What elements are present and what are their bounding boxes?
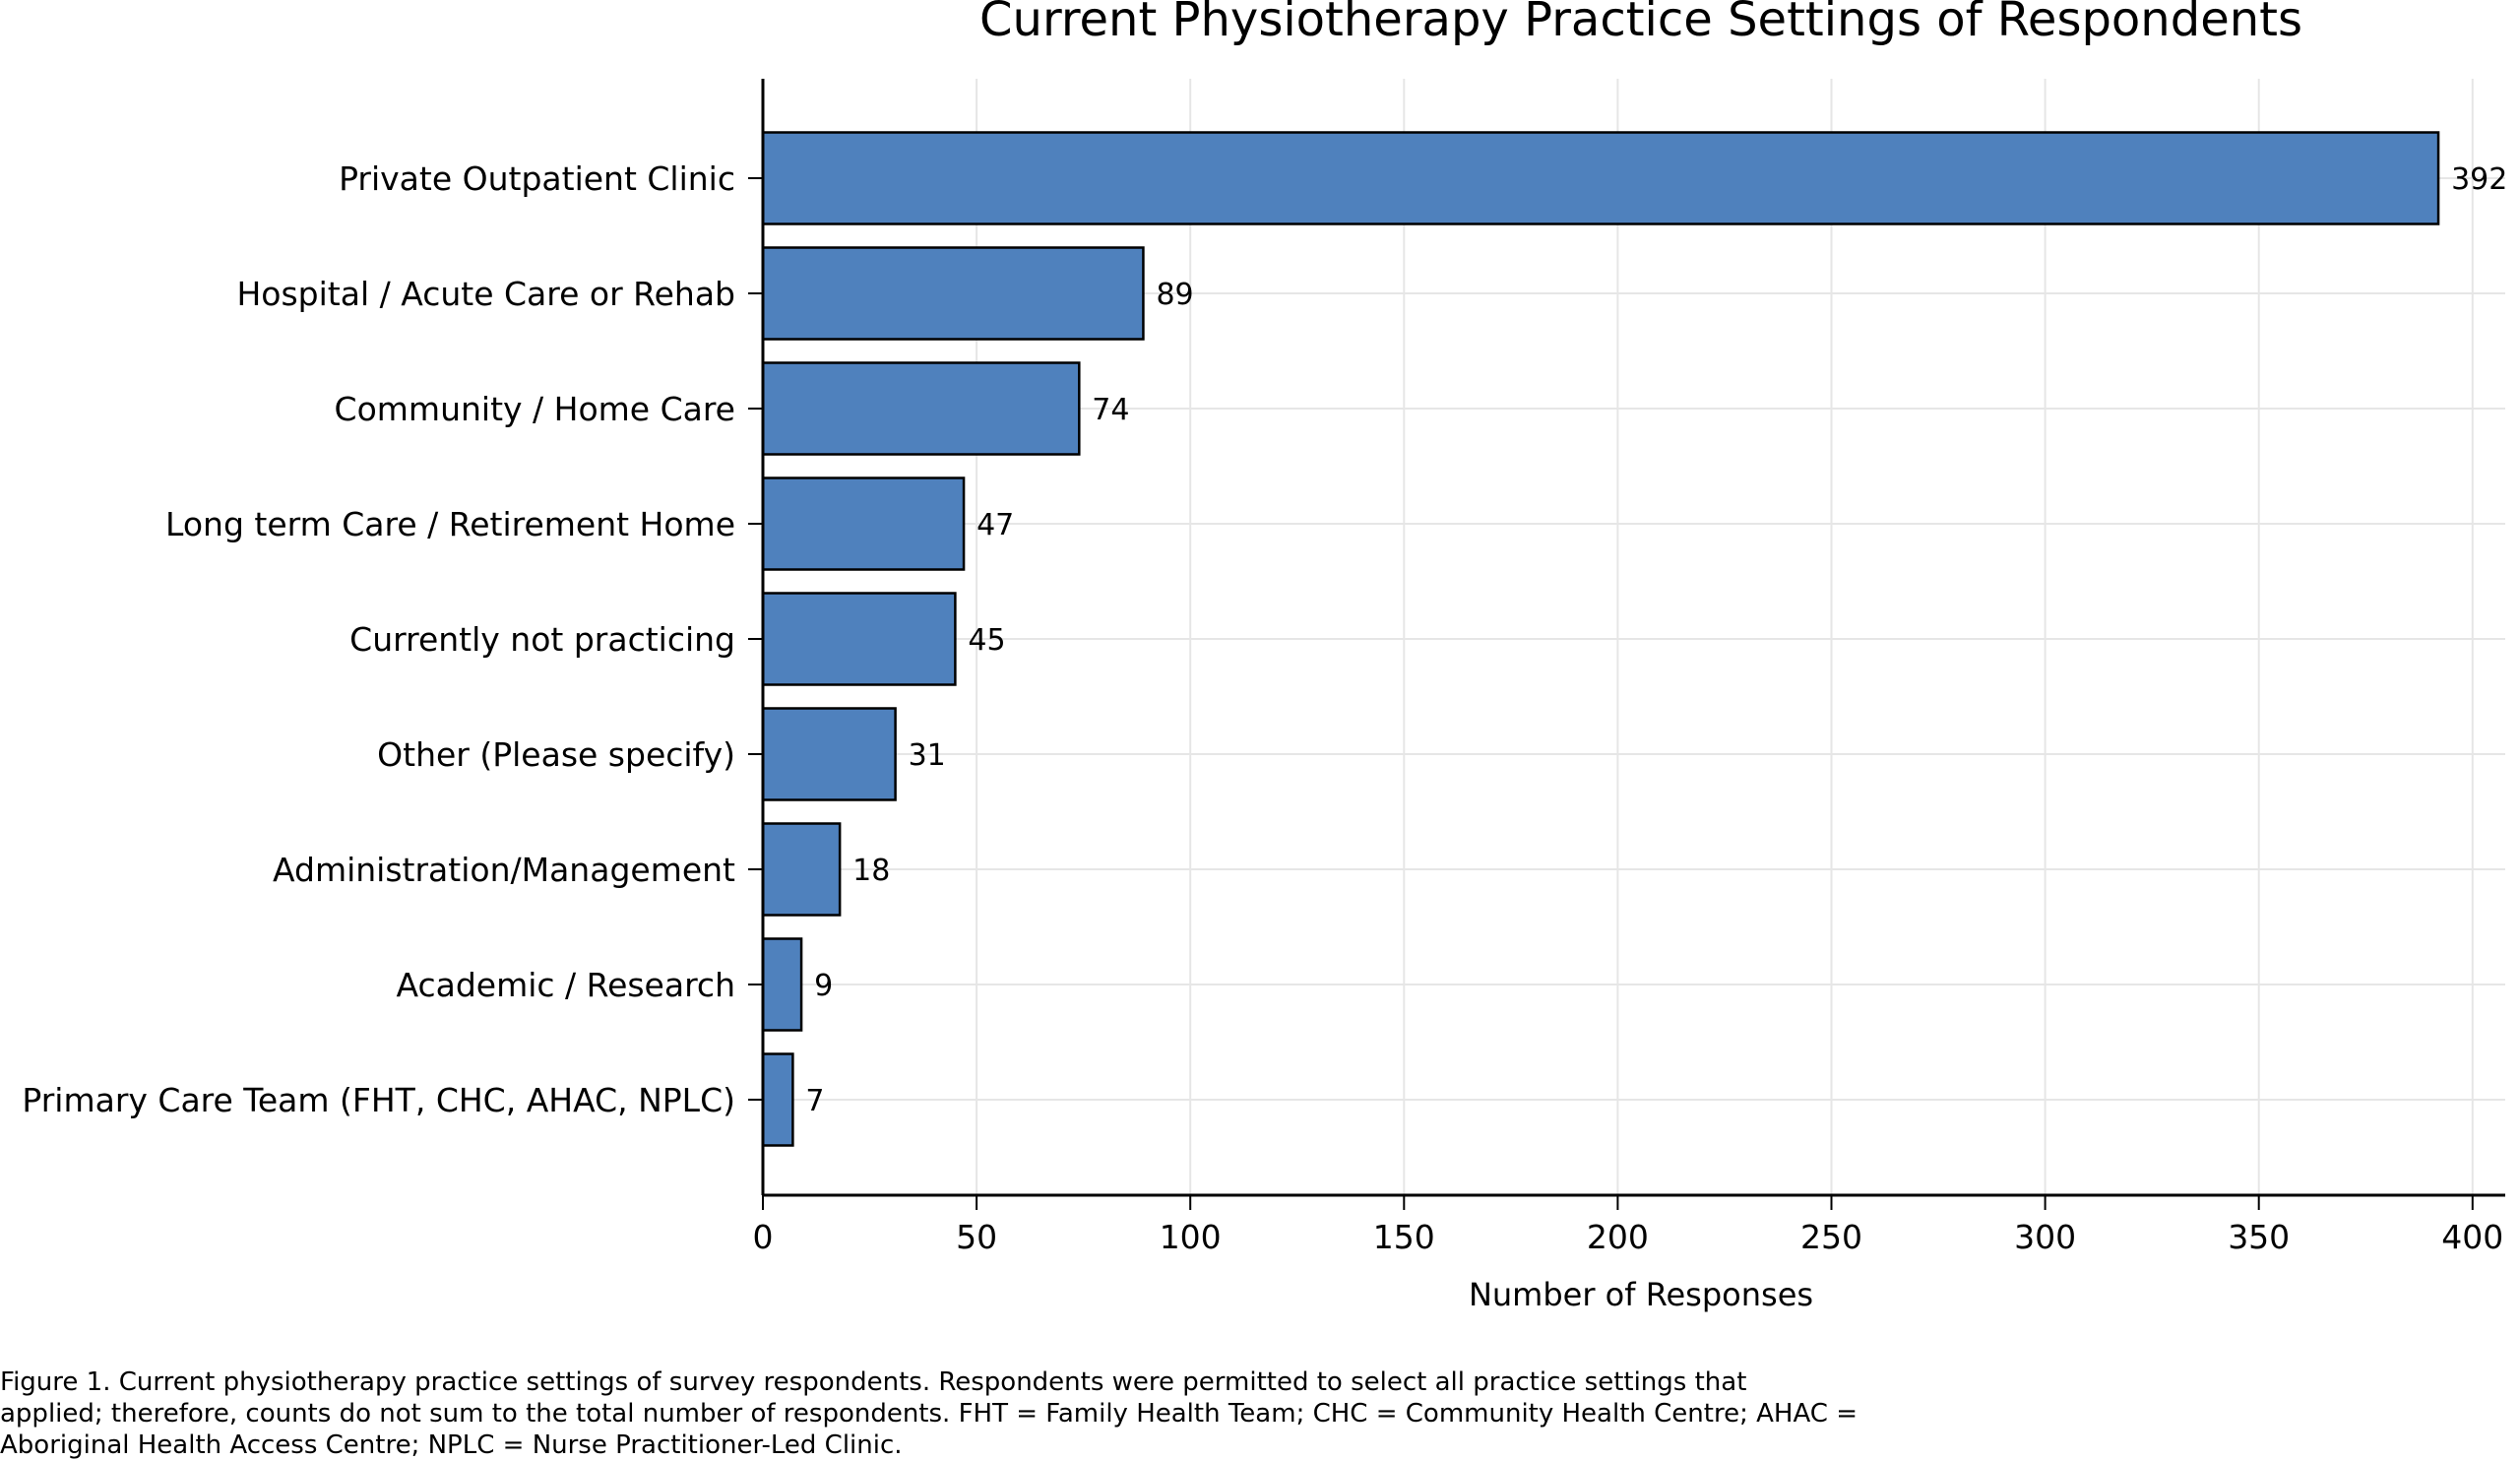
bar xyxy=(761,1052,794,1147)
caption-line: Aboriginal Health Access Centre; NPLC = … xyxy=(0,1430,903,1460)
y-tick-label: Private Outpatient Clinic xyxy=(339,159,735,198)
bar xyxy=(761,476,966,571)
bar-value-label: 9 xyxy=(814,969,833,1003)
bar xyxy=(761,707,897,801)
chart-title: Current Physiotherapy Practice Settings … xyxy=(979,0,2302,47)
y-tick-label: Administration/Management xyxy=(273,851,735,889)
x-tick-label: 200 xyxy=(1587,1218,1649,1256)
bar-value-label: 18 xyxy=(852,854,890,888)
figure-caption: Figure 1. Current physiotherapy practice… xyxy=(0,1366,1969,1461)
bar-value-label: 7 xyxy=(805,1084,824,1118)
y-tick-label: Other (Please specify) xyxy=(377,735,735,774)
y-tick-label: Primary Care Team (FHT, CHC, AHAC, NPLC) xyxy=(22,1081,735,1119)
bar xyxy=(761,822,842,917)
x-tick-label: 0 xyxy=(753,1218,774,1256)
x-tick-label: 350 xyxy=(2228,1218,2290,1256)
x-tick-label: 400 xyxy=(2441,1218,2503,1256)
caption-line: Figure 1. Current physiotherapy practice… xyxy=(0,1367,1747,1397)
x-tick-label: 100 xyxy=(1160,1218,1222,1256)
bar-value-label: 45 xyxy=(968,623,1005,658)
bar-value-label: 392 xyxy=(2451,162,2507,197)
caption-line: applied; therefore, counts do not sum to… xyxy=(0,1399,1858,1429)
bar-chart: Current Physiotherapy Practice Settings … xyxy=(22,0,2507,1313)
y-tick-label: Long term Care / Retirement Home xyxy=(165,505,735,543)
bar xyxy=(761,937,803,1032)
bar-value-label: 89 xyxy=(1156,278,1193,312)
y-tick-label: Hospital / Acute Care or Rehab xyxy=(236,275,735,313)
bar xyxy=(761,131,2440,225)
y-tick-label: Academic / Research xyxy=(396,966,735,1004)
y-tick-label: Community / Home Care xyxy=(335,390,735,428)
x-tick-label: 150 xyxy=(1373,1218,1435,1256)
x-tick-label: 300 xyxy=(2014,1218,2076,1256)
bar xyxy=(761,361,1081,456)
bar xyxy=(761,592,957,686)
x-tick-label: 50 xyxy=(956,1218,997,1256)
bar-value-label: 74 xyxy=(1092,393,1129,427)
bar xyxy=(761,246,1145,341)
x-axis-label: Number of Responses xyxy=(1469,1276,1813,1313)
x-tick-label: 250 xyxy=(1800,1218,1862,1256)
bar-value-label: 47 xyxy=(976,508,1014,542)
bar-value-label: 31 xyxy=(909,738,946,773)
y-tick-label: Currently not practicing xyxy=(349,620,735,659)
